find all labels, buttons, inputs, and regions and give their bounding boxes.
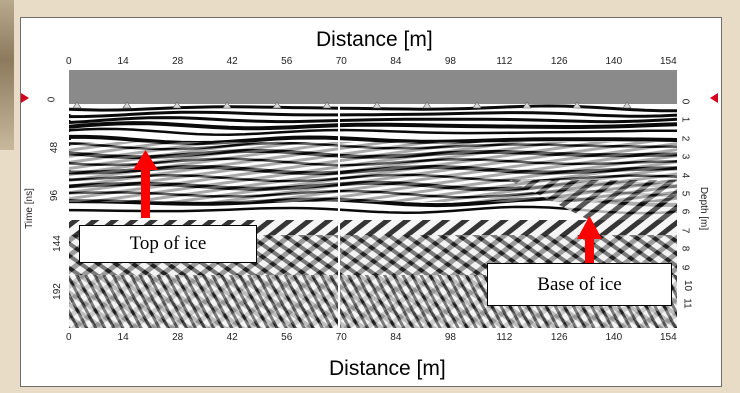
reflection-band bbox=[69, 104, 677, 113]
reflection-band bbox=[69, 110, 677, 119]
top-of-ice-label: Top of ice bbox=[129, 233, 207, 254]
marker-triangle bbox=[272, 101, 282, 109]
top-distance-tick: 112 bbox=[496, 56, 513, 67]
top-distance-tick: 140 bbox=[605, 56, 623, 67]
top-distance-tick: 98 bbox=[444, 56, 456, 67]
reflection-band bbox=[69, 116, 677, 125]
layer-texture bbox=[69, 142, 677, 202]
air-wave-band bbox=[69, 70, 677, 104]
background-photo-strip bbox=[0, 0, 14, 150]
top-distance-tick: 70 bbox=[335, 56, 347, 67]
top-of-ice-callout: Top of ice bbox=[79, 225, 257, 263]
arrows-layer bbox=[21, 93, 718, 263]
bottom-distance-tick: 126 bbox=[550, 332, 568, 343]
top-distance-tick: 56 bbox=[281, 56, 293, 67]
top-distance-tick: 0 bbox=[66, 56, 72, 67]
bottom-distance-tick: 154 bbox=[660, 332, 677, 343]
marker-triangle bbox=[222, 101, 232, 109]
bottom-axis-title: Distance [m] bbox=[329, 357, 446, 380]
base-of-ice-label: Base of ice bbox=[537, 273, 622, 295]
top-distance-tick: 154 bbox=[660, 56, 677, 67]
right-zero-marker bbox=[710, 93, 718, 103]
reflection-band bbox=[69, 134, 677, 146]
marker-triangle bbox=[322, 101, 332, 109]
bottom-distance-tick: 140 bbox=[605, 332, 623, 343]
top-distance-tick: 14 bbox=[117, 56, 129, 67]
marker-triangle bbox=[472, 101, 482, 109]
bottom-distance-tick: 98 bbox=[444, 332, 456, 343]
top-distance-tick: 42 bbox=[226, 56, 238, 67]
base-of-ice-callout: Base of ice bbox=[487, 263, 672, 306]
bottom-distance-tick: 112 bbox=[496, 332, 513, 343]
left-zero-marker bbox=[21, 93, 29, 103]
top-distance-tick: 126 bbox=[550, 56, 568, 67]
top-axis-title: Distance [m] bbox=[316, 28, 433, 51]
reflection-band bbox=[69, 127, 677, 136]
top-distance-tick: 28 bbox=[172, 56, 184, 67]
bottom-distance-tick: 42 bbox=[226, 332, 238, 343]
marker-triangle bbox=[422, 101, 432, 109]
marker-triangle bbox=[172, 101, 182, 109]
marker-triangle bbox=[72, 101, 82, 109]
bottom-distance-tick: 84 bbox=[390, 332, 402, 343]
gpr-figure-panel: Distance [m] Distance [m] Time [ns] Dept… bbox=[20, 17, 722, 387]
marker-triangle bbox=[622, 101, 632, 109]
bottom-distance-tick: 0 bbox=[66, 332, 72, 343]
marker-triangle bbox=[522, 101, 532, 109]
bottom-distance-tick: 28 bbox=[172, 332, 184, 343]
top-of-ice-arrow bbox=[133, 150, 158, 218]
marker-triangle bbox=[122, 101, 132, 109]
bottom-distance-tick: 70 bbox=[335, 332, 347, 343]
marker-triangle bbox=[572, 101, 582, 109]
bottom-distance-tick: 14 bbox=[117, 332, 129, 343]
marker-triangles bbox=[72, 101, 632, 109]
reflection-band bbox=[69, 121, 677, 131]
top-distance-tick: 84 bbox=[390, 56, 402, 67]
base-of-ice-arrow bbox=[577, 216, 602, 263]
bottom-distance-tick: 56 bbox=[281, 332, 293, 343]
marker-triangle bbox=[372, 101, 382, 109]
